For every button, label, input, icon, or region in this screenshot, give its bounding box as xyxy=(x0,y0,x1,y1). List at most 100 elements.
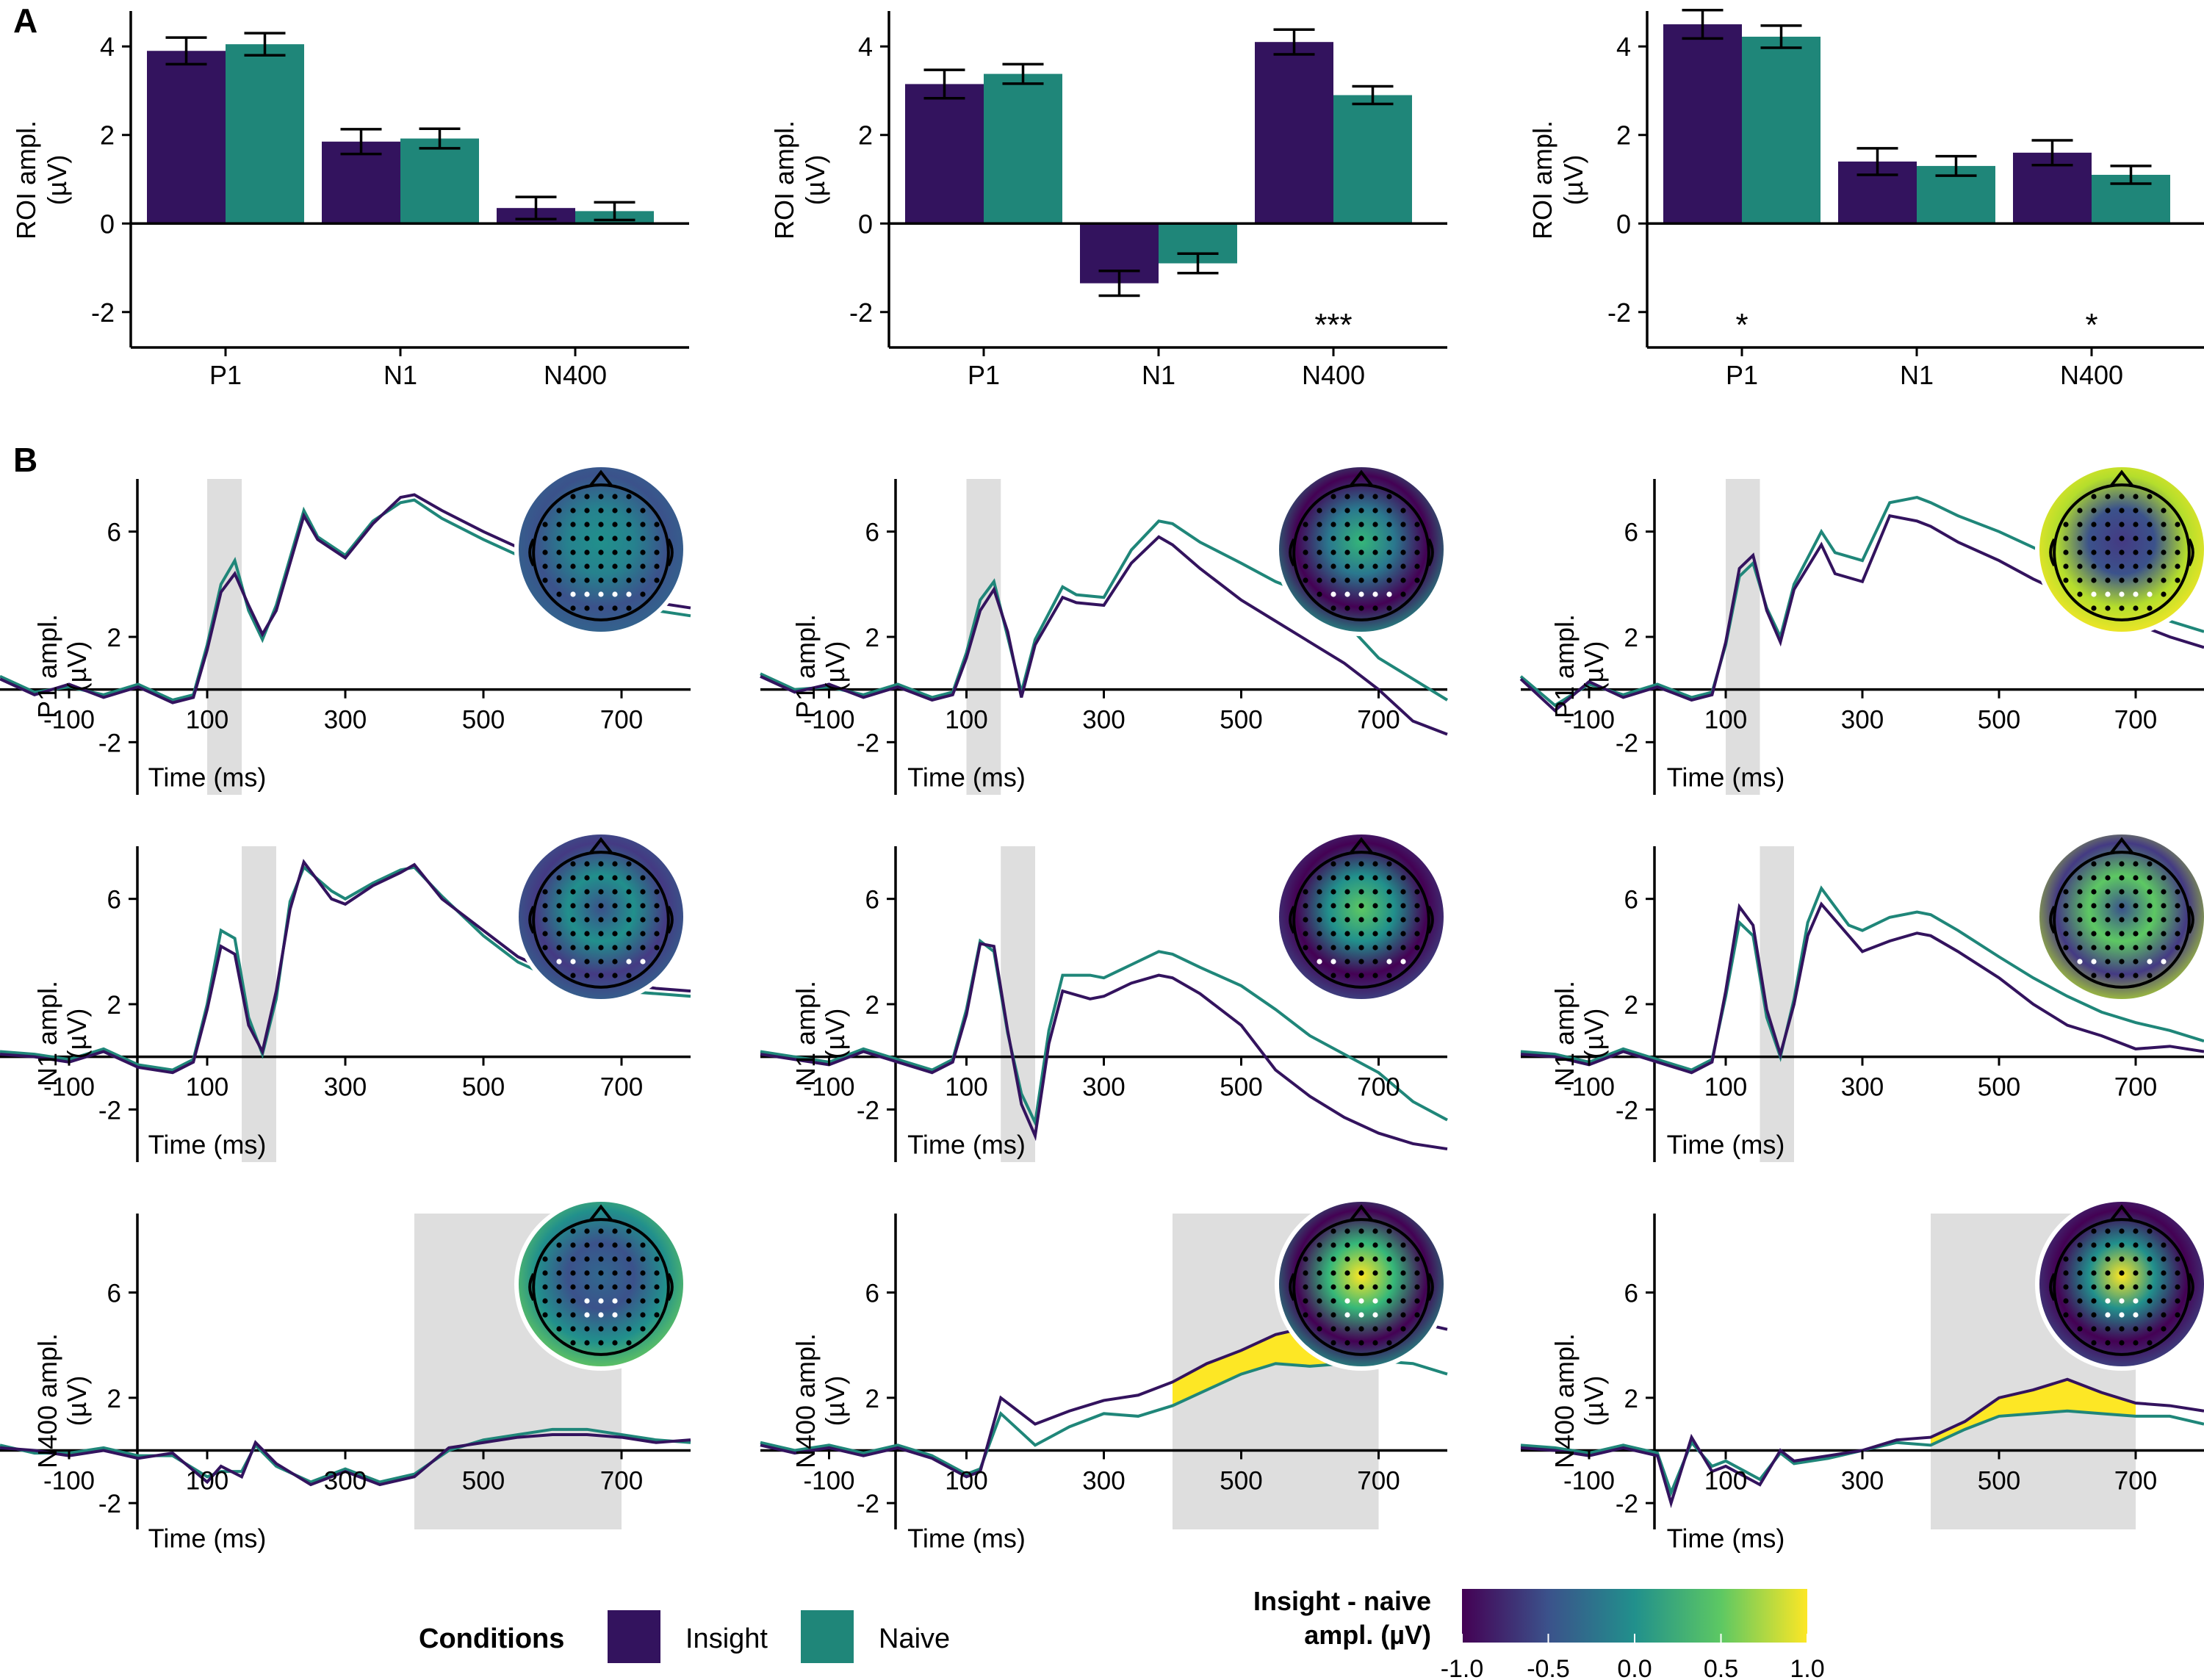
head-outline xyxy=(2053,851,2191,989)
electrode xyxy=(2119,931,2125,937)
x-tick-label: N400 xyxy=(1302,360,1365,390)
electrode xyxy=(598,889,604,895)
electrode xyxy=(556,1298,562,1304)
electrode xyxy=(1330,945,1336,951)
electrode xyxy=(626,1256,632,1262)
electrode xyxy=(612,536,618,541)
electrode xyxy=(584,1256,590,1262)
electrode xyxy=(1372,563,1378,569)
electrode xyxy=(2147,508,2153,513)
electrode xyxy=(2091,549,2097,555)
electrode xyxy=(1330,1312,1336,1318)
roi-electrode xyxy=(1372,591,1378,597)
nose-outline xyxy=(589,469,613,486)
y-axis-unit: (µV) xyxy=(62,1009,92,1059)
x-axis-label: Time (ms) xyxy=(907,1130,1026,1160)
electrode xyxy=(2133,536,2139,541)
electrode xyxy=(570,522,576,527)
electrode xyxy=(1344,889,1350,895)
electrode xyxy=(2133,973,2139,978)
electrode xyxy=(556,577,562,583)
electrode xyxy=(1344,1242,1350,1248)
electrode xyxy=(2063,563,2069,569)
x-tick-label: -100 xyxy=(1563,1467,1615,1496)
significance-marker: * xyxy=(1735,307,1748,343)
electrode xyxy=(2161,931,2167,937)
x-tick-label: -100 xyxy=(803,1467,854,1496)
electrode xyxy=(2133,522,2139,527)
wave-insight xyxy=(1520,901,2204,1075)
roi-electrode xyxy=(598,591,604,597)
electrode xyxy=(1400,522,1406,527)
electrode xyxy=(2175,917,2180,923)
electrode xyxy=(584,1242,590,1248)
electrode xyxy=(2147,1284,2153,1290)
roi-electrode xyxy=(1330,959,1336,965)
roi-electrode xyxy=(2133,591,2139,597)
electrode xyxy=(2091,1256,2097,1262)
roi-electrode xyxy=(2161,959,2167,965)
x-axis-label: Time (ms) xyxy=(148,1130,267,1160)
electrode xyxy=(1358,945,1364,951)
electrode xyxy=(542,1298,548,1304)
electrode xyxy=(1344,508,1350,513)
electrode xyxy=(612,973,618,978)
electrode xyxy=(2105,959,2111,965)
electrode xyxy=(2133,1326,2139,1332)
electrode xyxy=(612,1242,618,1248)
waveform-chart-8: -100 100 300 500 700 6 2 -2 Time (ms) N400 ampl.(… xyxy=(760,1197,1448,1554)
electrode xyxy=(2077,1284,2083,1290)
electrode xyxy=(1330,973,1336,978)
electrode xyxy=(542,536,548,541)
time-window-shade xyxy=(1726,479,1760,795)
electrode xyxy=(654,1270,660,1276)
y-axis-label: P1 ampl. xyxy=(1549,614,1580,718)
electrode xyxy=(654,1298,660,1304)
bar-chart-2: P1 N1 N400 *** 4 2 0 -2 ROI ampl. (µV) xyxy=(769,11,1447,390)
x-tick-label: N1 xyxy=(383,360,417,390)
nose-outline xyxy=(1350,1204,1373,1221)
x-tick-label: 700 xyxy=(2114,706,2157,735)
roi-electrode xyxy=(612,1298,618,1304)
y-axis-unit: (µV) xyxy=(820,641,850,692)
electrode xyxy=(1386,875,1392,881)
electrode xyxy=(2105,1228,2111,1234)
x-tick-label: 300 xyxy=(1082,1073,1125,1102)
electrode xyxy=(1303,536,1308,541)
electrode xyxy=(2133,861,2139,867)
electrode xyxy=(598,1284,604,1290)
electrode xyxy=(1317,945,1322,951)
electrode xyxy=(584,563,590,569)
nose-outline xyxy=(2110,469,2133,486)
x-axis-label: Time (ms) xyxy=(1667,763,1785,793)
roi-electrode xyxy=(1386,591,1392,597)
electrode xyxy=(556,917,562,923)
electrode xyxy=(2147,1298,2153,1304)
electrode xyxy=(612,931,618,937)
electrode xyxy=(2119,1326,2125,1332)
electrode xyxy=(598,536,604,541)
electrode xyxy=(626,577,632,583)
electrode xyxy=(1400,536,1406,541)
electrode xyxy=(2133,959,2139,965)
x-tick-label: 100 xyxy=(1704,706,1747,735)
electrode xyxy=(2119,903,2125,909)
electrode xyxy=(2175,903,2180,909)
electrode xyxy=(2119,577,2125,583)
roi-electrode xyxy=(612,591,618,597)
electrode xyxy=(1317,903,1322,909)
electrode xyxy=(2161,903,2167,909)
electrode xyxy=(570,889,576,895)
electrode xyxy=(2119,945,2125,951)
topomap-3 xyxy=(2035,463,2204,636)
error-bar-insight-p1 xyxy=(165,36,207,66)
electrode xyxy=(2077,1298,2083,1304)
error-bar-insight-p1 xyxy=(923,68,965,100)
electrode xyxy=(570,1270,576,1276)
electrode xyxy=(584,959,590,965)
electrode xyxy=(2119,973,2125,978)
electrode xyxy=(1414,931,1420,937)
electrode xyxy=(1372,508,1378,513)
electrode xyxy=(640,563,646,569)
error-bar-naive-n400 xyxy=(594,201,635,222)
